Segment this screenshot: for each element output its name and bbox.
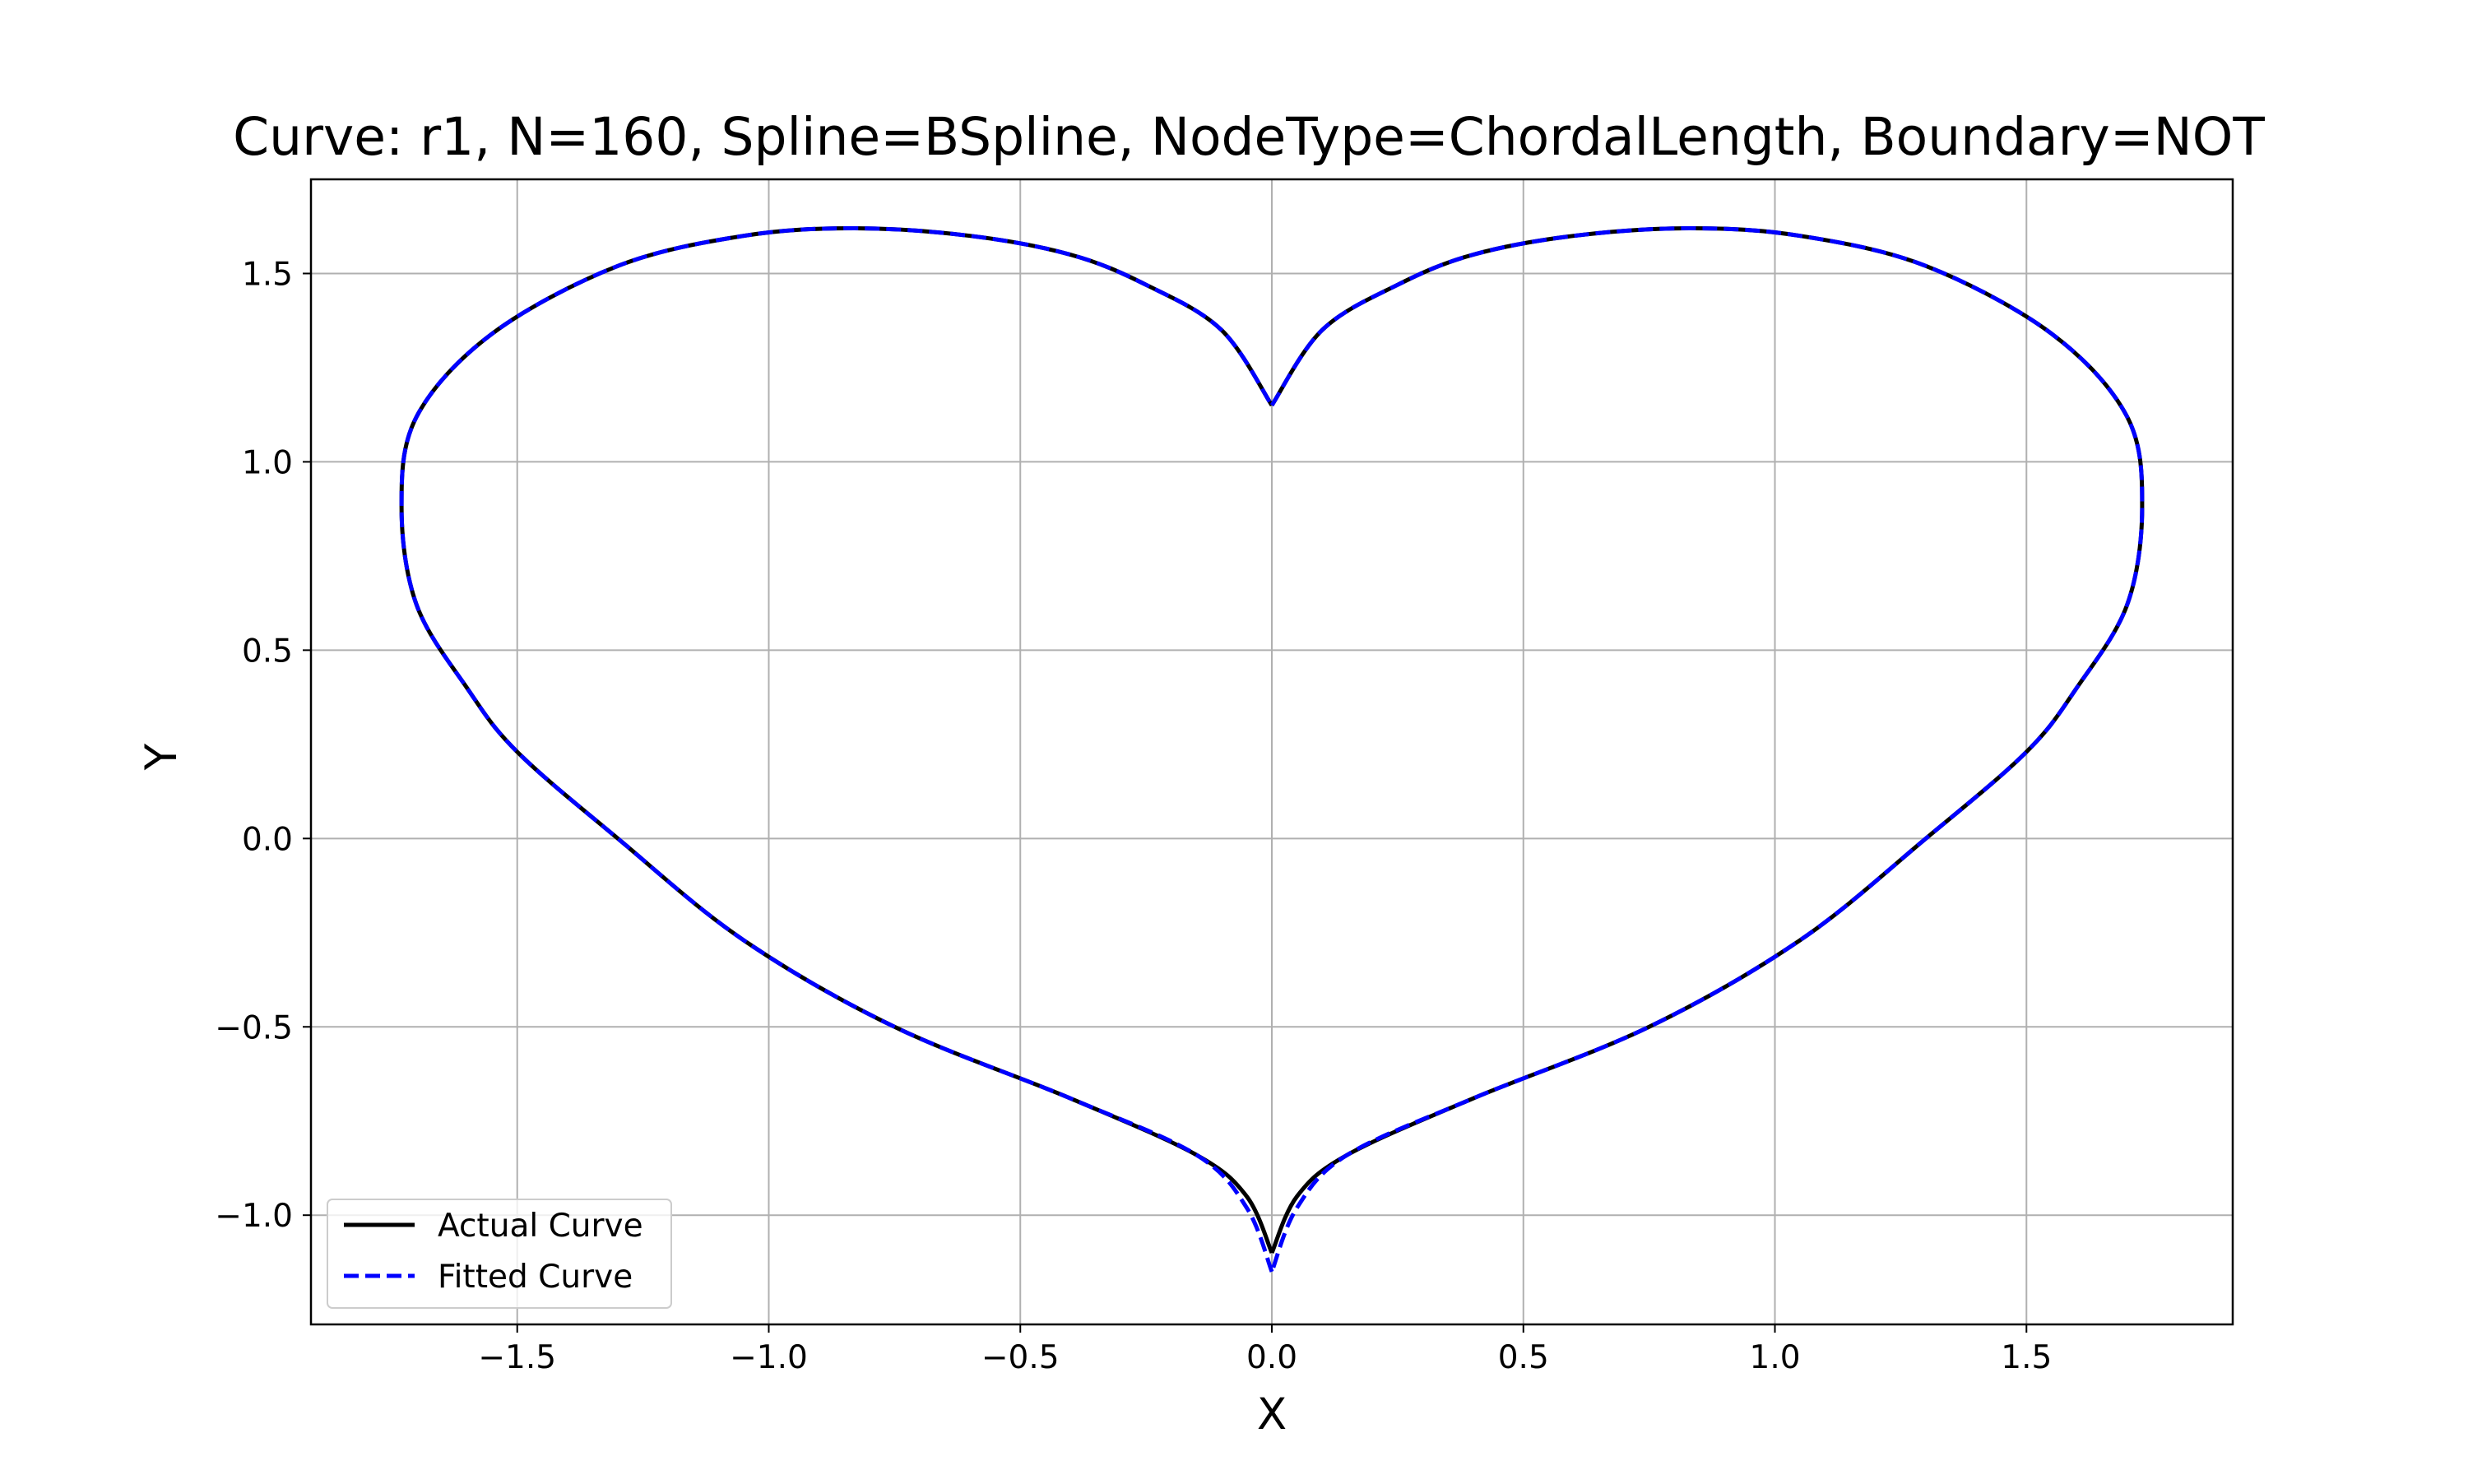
- y-tick-label: 1.5: [242, 256, 293, 293]
- fitted-curve-line: [1269, 226, 2145, 1273]
- legend: Actual Curve Fitted Curve: [327, 1199, 672, 1309]
- x-axis-label: X: [1257, 1389, 1287, 1440]
- legend-label-actual: Actual Curve: [438, 1208, 643, 1245]
- series-layer: [399, 226, 2145, 1273]
- y-tick-label: 0.5: [242, 633, 293, 670]
- chart-title: Curve: r1, N=160, Spline=BSpline, NodeTy…: [233, 107, 2265, 167]
- y-tick-label: −0.5: [215, 1009, 293, 1046]
- x-tick-label: 1.0: [1750, 1339, 1801, 1376]
- x-tick-label: 0.5: [1498, 1339, 1549, 1376]
- fitted-curve-line: [399, 226, 1274, 1273]
- x-tick-label: 1.5: [2001, 1339, 2052, 1376]
- x-tick-label: −1.0: [730, 1339, 808, 1376]
- x-tick-label: 0.0: [1246, 1339, 1297, 1376]
- legend-label-fitted: Fitted Curve: [438, 1259, 633, 1296]
- y-tick-label: −1.0: [215, 1198, 293, 1235]
- y-tick-label: 0.0: [242, 821, 293, 858]
- y-axis-label: Y: [137, 743, 187, 771]
- x-tick-label: −1.5: [478, 1339, 556, 1376]
- x-tick-label: −0.5: [981, 1339, 1060, 1376]
- tick-layer: −1.5 −1.0 −0.5 0.0 0.5 1.0 1.5 −1.0 −0.5 0.0 0.5 1.…: [215, 256, 2052, 1376]
- y-tick-label: 1.0: [242, 444, 293, 481]
